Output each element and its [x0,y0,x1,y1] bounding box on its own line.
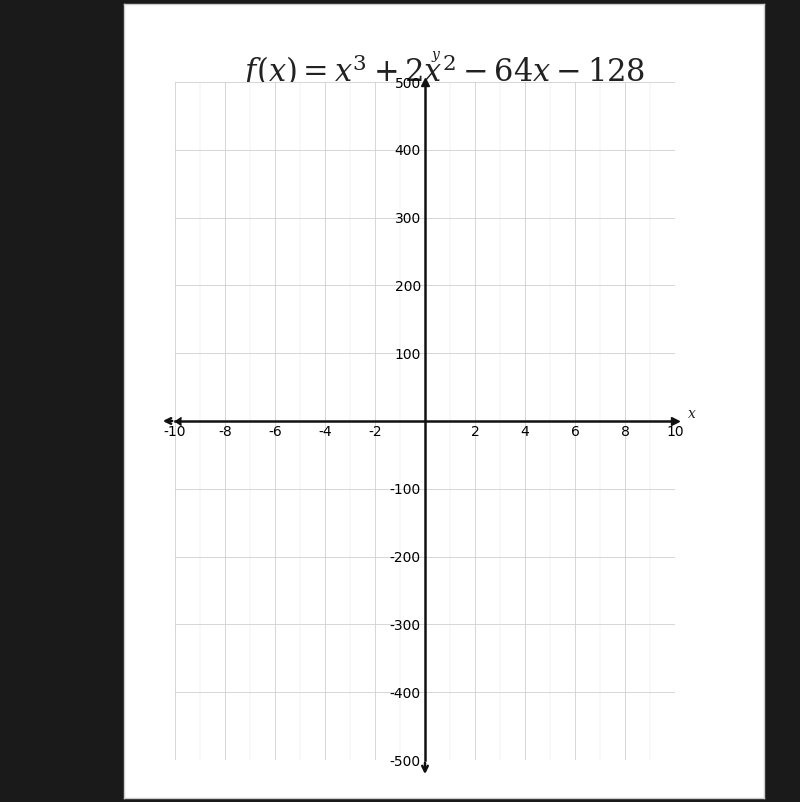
FancyBboxPatch shape [337,120,551,166]
Text: y: y [431,47,439,62]
Text: $f(x) = x^3 + 2x^2 - 64x - 128$: $f(x) = x^3 + 2x^2 - 64x - 128$ [243,52,645,91]
Text: Plot Function: Plot Function [394,136,494,151]
Text: x: x [687,407,695,421]
Text: You may click a plotted point to delete it.: You may click a plotted point to delete … [258,195,630,213]
Text: Plot all of the points that fit on the axes.: Plot all of the points that fit on the a… [262,176,626,193]
